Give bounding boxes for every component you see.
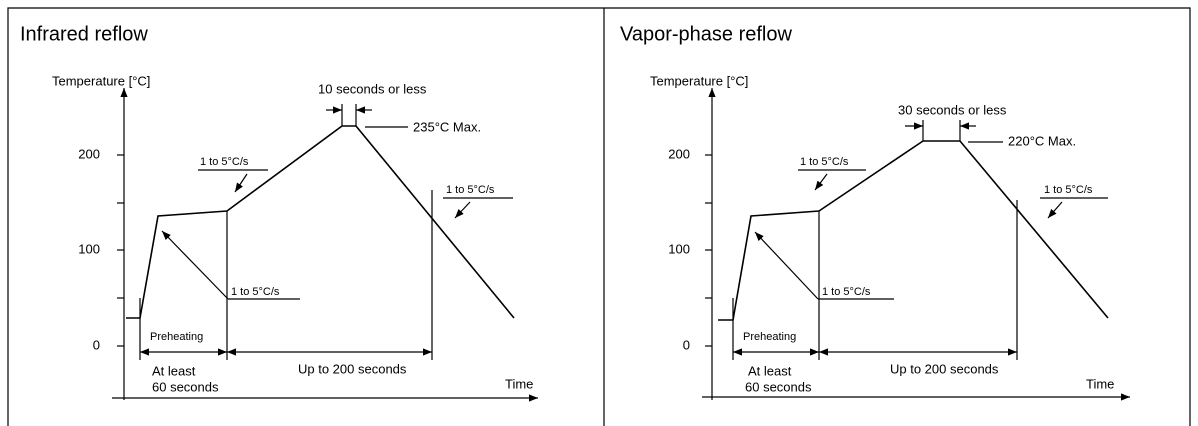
arrow	[454, 201, 471, 219]
preheat-time: 60 seconds	[745, 379, 812, 394]
y-tick-label: 100	[78, 241, 100, 256]
arrow	[161, 230, 229, 300]
peak-temp: 235°C Max.	[413, 119, 481, 134]
reflow-time: Up to 200 seconds	[298, 361, 407, 376]
ramp-rate: 1 to 5°C/s	[822, 286, 871, 298]
frame	[7, 7, 1191, 426]
arrow	[1047, 201, 1063, 219]
ramp-rate: 1 to 5°C/s	[231, 286, 280, 298]
y-tick-label: 100	[668, 241, 690, 256]
reflow-time: Up to 200 seconds	[890, 361, 999, 376]
ramp-rate: 1 to 5°C/s	[800, 156, 849, 168]
panel-title: Vapor-phase reflow	[620, 23, 793, 45]
preheating: Preheating	[743, 331, 796, 343]
y-tick-label: 200	[78, 146, 100, 161]
profile-curve	[126, 125, 515, 319]
preheat-time: 60 seconds	[152, 379, 219, 394]
arrow	[754, 231, 819, 300]
y-tick-label: 200	[668, 146, 690, 161]
y-tick-label: 0	[683, 337, 690, 352]
preheat-time: At least	[152, 363, 196, 378]
x-label: Time	[1086, 376, 1114, 391]
panel: Vapor-phase reflow Temperature [°C] Time…	[620, 23, 1130, 401]
ramp-rate: 1 to 5°C/s	[446, 184, 495, 196]
ramp-rate: 1 to 5°C/s	[200, 156, 249, 168]
arrow	[814, 173, 828, 191]
ramp-rate: 1 to 5°C/s	[1044, 184, 1093, 196]
preheating: Preheating	[150, 331, 203, 343]
panel: Infrared reflow Temperature [°C] Time 20…	[20, 23, 538, 402]
x-label: Time	[505, 376, 533, 391]
preheat-time: At least	[748, 363, 792, 378]
y-label: Temperature [°C]	[650, 73, 748, 88]
y-label: Temperature [°C]	[52, 73, 150, 88]
arrow	[234, 173, 248, 193]
panel-title: Infrared reflow	[20, 23, 148, 45]
peak-time: 10 seconds or less	[318, 81, 427, 96]
peak-time: 30 seconds or less	[898, 102, 1007, 117]
profile-curve	[718, 140, 1109, 321]
y-tick-label: 0	[93, 337, 100, 352]
peak-temp: 220°C Max.	[1008, 133, 1076, 148]
